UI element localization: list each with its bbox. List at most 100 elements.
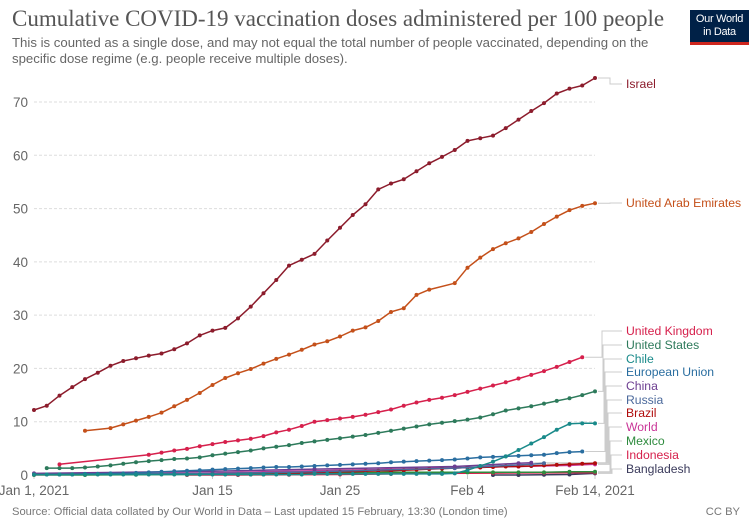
data-point[interactable]: [248, 366, 253, 371]
data-point[interactable]: [197, 468, 202, 473]
data-point[interactable]: [567, 469, 572, 474]
data-point[interactable]: [567, 396, 572, 401]
data-point[interactable]: [465, 265, 470, 270]
data-point[interactable]: [376, 430, 381, 435]
data-point[interactable]: [542, 101, 546, 106]
data-point[interactable]: [325, 437, 330, 442]
data-point[interactable]: [248, 472, 253, 477]
data-point[interactable]: [299, 464, 304, 469]
legend-label-european-union[interactable]: European Union: [626, 365, 714, 379]
legend-label-indonesia[interactable]: Indonesia: [626, 448, 679, 462]
data-point[interactable]: [312, 471, 317, 476]
data-point[interactable]: [452, 419, 457, 424]
data-point[interactable]: [478, 386, 483, 391]
data-point[interactable]: [414, 169, 419, 174]
data-point[interactable]: [542, 401, 546, 406]
data-point[interactable]: [287, 263, 291, 268]
series-line[interactable]: [46, 390, 596, 469]
data-point[interactable]: [95, 370, 100, 375]
data-point[interactable]: [223, 439, 228, 444]
data-point[interactable]: [491, 459, 495, 464]
data-point[interactable]: [554, 427, 559, 432]
data-point[interactable]: [108, 363, 113, 368]
data-point[interactable]: [491, 247, 495, 252]
series-line[interactable]: [59, 356, 583, 466]
data-point[interactable]: [350, 471, 355, 476]
data-point[interactable]: [159, 410, 164, 415]
data-point[interactable]: [44, 403, 49, 408]
data-point[interactable]: [248, 436, 253, 441]
data-point[interactable]: [159, 472, 164, 477]
data-point[interactable]: [57, 466, 62, 471]
data-point[interactable]: [529, 372, 534, 377]
data-point[interactable]: [172, 448, 177, 453]
data-point[interactable]: [95, 464, 100, 469]
data-point[interactable]: [516, 406, 521, 411]
legend-label-russia[interactable]: Russia: [626, 393, 663, 407]
data-point[interactable]: [44, 472, 49, 477]
data-point[interactable]: [185, 397, 189, 402]
data-point[interactable]: [350, 434, 355, 439]
data-point[interactable]: [503, 126, 508, 131]
data-point[interactable]: [44, 466, 49, 471]
legend-label-united-arab-emirates[interactable]: United Arab Emirates: [626, 196, 741, 210]
data-point[interactable]: [542, 435, 546, 440]
data-point[interactable]: [299, 472, 304, 477]
data-point[interactable]: [427, 161, 432, 166]
data-point[interactable]: [223, 325, 228, 330]
data-point[interactable]: [478, 255, 483, 260]
data-point[interactable]: [274, 465, 279, 470]
data-point[interactable]: [554, 91, 559, 96]
data-point[interactable]: [57, 462, 62, 467]
data-point[interactable]: [389, 428, 393, 433]
data-point[interactable]: [529, 460, 534, 465]
data-point[interactable]: [580, 83, 585, 88]
data-point[interactable]: [185, 456, 189, 461]
data-point[interactable]: [236, 466, 240, 471]
data-point[interactable]: [83, 428, 87, 433]
data-point[interactable]: [57, 393, 62, 398]
data-point[interactable]: [312, 467, 317, 472]
data-point[interactable]: [134, 418, 138, 423]
data-point[interactable]: [274, 444, 279, 449]
data-point[interactable]: [350, 462, 355, 467]
data-point[interactable]: [440, 395, 444, 400]
legend-label-israel[interactable]: Israel: [626, 77, 656, 91]
data-point[interactable]: [338, 334, 342, 339]
data-point[interactable]: [580, 355, 585, 360]
data-point[interactable]: [427, 422, 432, 427]
data-point[interactable]: [210, 382, 215, 387]
data-point[interactable]: [197, 455, 202, 460]
data-point[interactable]: [503, 380, 508, 385]
data-point[interactable]: [516, 117, 521, 122]
data-point[interactable]: [210, 442, 215, 447]
data-point[interactable]: [236, 371, 240, 376]
data-point[interactable]: [401, 177, 406, 182]
data-point[interactable]: [593, 469, 597, 474]
data-point[interactable]: [134, 356, 138, 361]
data-point[interactable]: [401, 471, 406, 476]
data-point[interactable]: [440, 154, 444, 159]
legend-label-united-states[interactable]: United States: [626, 338, 699, 352]
data-point[interactable]: [236, 316, 240, 321]
data-point[interactable]: [465, 138, 470, 143]
data-point[interactable]: [236, 450, 240, 455]
data-point[interactable]: [414, 471, 419, 476]
data-point[interactable]: [567, 462, 572, 467]
data-point[interactable]: [197, 472, 202, 477]
data-point[interactable]: [338, 416, 342, 421]
data-point[interactable]: [210, 472, 215, 477]
data-point[interactable]: [338, 462, 342, 467]
legend-label-mexico[interactable]: Mexico: [626, 434, 665, 448]
data-point[interactable]: [465, 456, 470, 461]
data-point[interactable]: [567, 421, 572, 426]
data-point[interactable]: [503, 454, 508, 459]
data-point[interactable]: [452, 281, 457, 286]
data-point[interactable]: [210, 467, 215, 472]
data-point[interactable]: [503, 408, 508, 413]
data-point[interactable]: [236, 472, 240, 477]
data-point[interactable]: [287, 465, 291, 470]
data-point[interactable]: [376, 410, 381, 415]
data-point[interactable]: [70, 385, 75, 390]
data-point[interactable]: [32, 407, 36, 412]
